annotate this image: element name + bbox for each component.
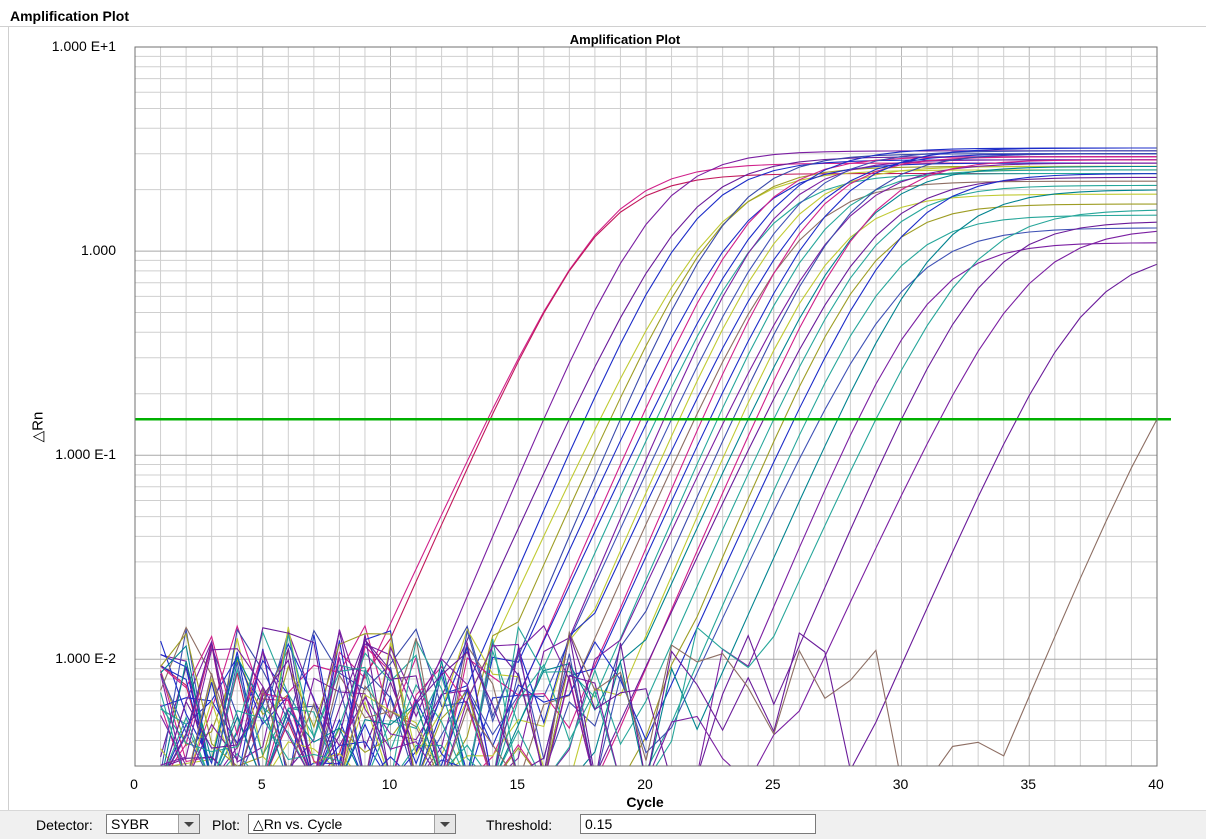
amplification-curve (160, 156, 1157, 766)
amplification-curve (160, 153, 1157, 766)
plot-type-select[interactable]: △Rn vs. Cycle (248, 814, 456, 834)
amplification-curve (163, 165, 1157, 766)
amplification-curve (165, 162, 1157, 766)
threshold-input-value: 0.15 (585, 816, 613, 832)
x-axis-label: Cycle (626, 794, 664, 810)
amplification-curve (189, 418, 1157, 766)
y-tick-label: 1.000 (80, 242, 116, 259)
x-tick-label: 40 (1148, 776, 1164, 792)
window-title: Amplification Plot (10, 8, 129, 24)
x-tick-label: 15 (509, 776, 526, 792)
threshold-input[interactable]: 0.15 (580, 814, 816, 834)
amplification-curve (160, 242, 1157, 766)
chevron-down-icon[interactable] (178, 815, 199, 833)
amplification-curve (160, 184, 1157, 766)
threshold-label: Threshold: (486, 817, 553, 833)
x-tick-label: 10 (381, 776, 398, 792)
y-tick-label: 1.000 E-1 (55, 446, 116, 463)
x-tick-label: 30 (892, 776, 909, 792)
x-tick-label: 25 (764, 776, 781, 792)
amplification-plot-chart[interactable] (9, 27, 1205, 810)
amplification-curve (213, 153, 1157, 766)
chart-title: Amplification Plot (569, 32, 681, 47)
x-tick-label: 5 (257, 776, 266, 792)
amplification-curve (160, 230, 1157, 766)
detector-label: Detector: (36, 817, 93, 833)
y-axis-label: △Rn (29, 411, 47, 443)
amplification-curve (160, 227, 1157, 766)
amplification-curve (160, 169, 1157, 766)
plot-label: Plot: (212, 817, 241, 833)
chevron-down-icon[interactable] (434, 815, 455, 833)
amplification-curve (165, 221, 1157, 766)
plot-frame (134, 46, 1158, 767)
amplification-curve (163, 176, 1157, 766)
amplification-curve (189, 173, 1157, 766)
x-tick-label: 20 (637, 776, 653, 792)
detector-select-value: SYBR (111, 816, 150, 832)
amplification-curve (168, 263, 1157, 766)
amplification-curve (160, 209, 1157, 766)
x-tick-label: 35 (1020, 776, 1037, 792)
y-tick-label: 1.000 E-2 (55, 650, 116, 667)
amplification-curve (160, 156, 1157, 766)
x-tick-label: 0 (130, 776, 138, 792)
amplification-curves (160, 147, 1157, 766)
plot-controls-bar: Detector: SYBR Plot: △Rn vs. Cycle Thres… (0, 810, 1206, 839)
amplification-curve (160, 189, 1157, 766)
detector-select[interactable]: SYBR (106, 814, 200, 834)
y-tick-label: 1.000 E+1 (51, 38, 116, 54)
amplification-curve (160, 147, 1157, 766)
amplification-curve (160, 147, 1157, 766)
plot-type-select-value: △Rn vs. Cycle (253, 816, 343, 832)
amplification-plot-panel[interactable] (8, 27, 1205, 810)
amplification-curve (160, 150, 1157, 766)
title-divider (0, 26, 1206, 27)
